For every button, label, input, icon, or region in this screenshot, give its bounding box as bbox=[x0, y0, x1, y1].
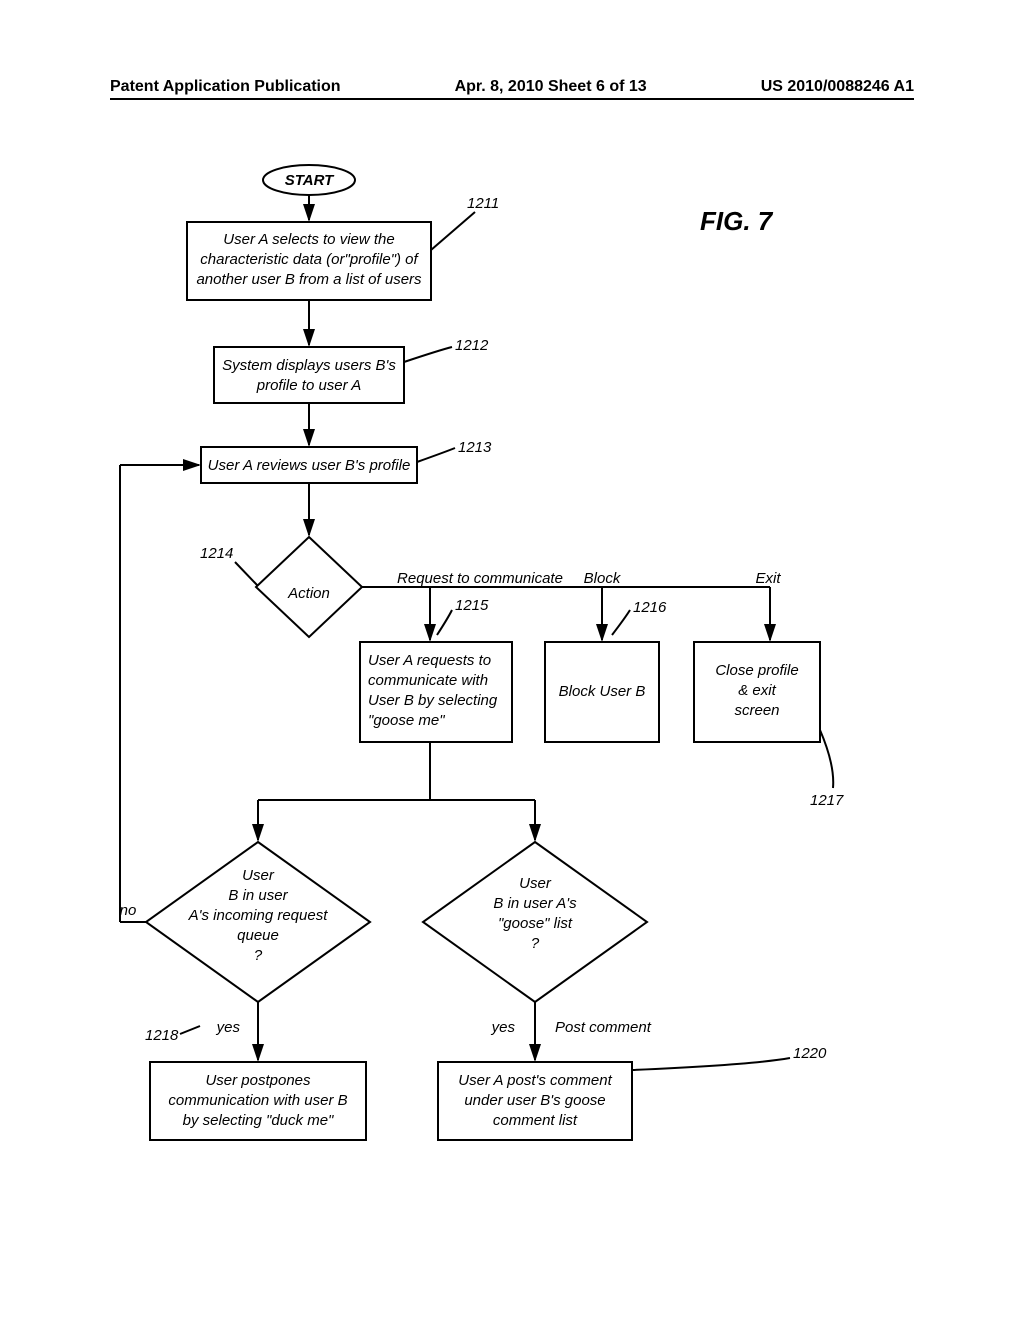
svg-text:queue: queue bbox=[237, 927, 279, 944]
ref-1220: 1220 bbox=[793, 1045, 827, 1062]
flowchart: START User A selects to view the charact… bbox=[0, 140, 1024, 1320]
page-header: Patent Application Publication Apr. 8, 2… bbox=[0, 78, 1024, 96]
node-1212: System displays users B's profile to use… bbox=[214, 347, 404, 403]
svg-text:User A reviews user B's profil: User A reviews user B's profile bbox=[208, 457, 411, 474]
edge-yes2: yes bbox=[491, 1019, 516, 1036]
svg-text:by selecting "duck me": by selecting "duck me" bbox=[183, 1112, 334, 1129]
svg-text:User A requests to: User A requests to bbox=[368, 652, 491, 669]
edge-yes1: yes bbox=[216, 1019, 241, 1036]
svg-text:A's incoming request: A's incoming request bbox=[188, 907, 329, 924]
edge-post: Post comment bbox=[555, 1019, 652, 1036]
edge-no: no bbox=[120, 902, 137, 919]
svg-text:"goose me": "goose me" bbox=[368, 712, 445, 729]
svg-text:communication with user B: communication with user B bbox=[168, 1092, 347, 1109]
ref-1216: 1216 bbox=[633, 599, 667, 616]
header-rule bbox=[110, 98, 914, 100]
node-1215: User A requests to communicate with User… bbox=[360, 642, 512, 742]
svg-text:characteristic data (or"profil: characteristic data (or"profile") of bbox=[200, 251, 419, 268]
ref-1217: 1217 bbox=[810, 792, 844, 809]
svg-text:User: User bbox=[519, 875, 552, 892]
node-duck: User postpones communication with user B… bbox=[150, 1062, 366, 1140]
svg-text:?: ? bbox=[531, 935, 540, 952]
svg-text:& exit: & exit bbox=[738, 682, 776, 699]
svg-text:another user B from a list of: another user B from a list of users bbox=[196, 271, 422, 288]
edge-exit: Exit bbox=[755, 570, 781, 587]
svg-text:Block User B: Block User B bbox=[559, 683, 646, 700]
svg-text:User A post's comment: User A post's comment bbox=[458, 1072, 612, 1089]
svg-text:communicate with: communicate with bbox=[368, 672, 488, 689]
header-right: US 2010/0088246 A1 bbox=[761, 78, 914, 96]
node-1214-action: Action bbox=[256, 537, 362, 637]
ref-1212: 1212 bbox=[455, 337, 489, 354]
svg-text:"goose" list: "goose" list bbox=[498, 915, 573, 932]
svg-text:User A selects to view the: User A selects to view the bbox=[223, 231, 394, 248]
svg-text:User: User bbox=[242, 867, 275, 884]
node-1213: User A reviews user B's profile bbox=[201, 447, 417, 483]
svg-text:System displays users B's: System displays users B's bbox=[222, 357, 396, 374]
node-1218-decision: User B in user A's incoming request queu… bbox=[146, 842, 370, 1002]
svg-text:User B by selecting: User B by selecting bbox=[368, 692, 498, 709]
node-1211: User A selects to view the characteristi… bbox=[187, 222, 431, 300]
svg-text:?: ? bbox=[254, 947, 263, 964]
svg-text:screen: screen bbox=[734, 702, 779, 719]
figure-label: FIG. 7 bbox=[700, 206, 774, 236]
node-1217: Close profile & exit screen bbox=[694, 642, 820, 742]
header-center: Apr. 8, 2010 Sheet 6 of 13 bbox=[455, 78, 647, 96]
header-left: Patent Application Publication bbox=[110, 78, 341, 96]
svg-text:Close profile: Close profile bbox=[715, 662, 798, 679]
svg-text:User postpones: User postpones bbox=[205, 1072, 311, 1089]
svg-text:B in user A's: B in user A's bbox=[493, 895, 577, 912]
svg-text:Action: Action bbox=[287, 585, 330, 602]
node-1219-decision: User B in user A's "goose" list ? bbox=[423, 842, 647, 1002]
ref-1214: 1214 bbox=[200, 545, 233, 562]
edge-block: Block bbox=[584, 570, 622, 587]
svg-text:under user B's goose: under user B's goose bbox=[464, 1092, 605, 1109]
edge-request: Request to communicate bbox=[397, 570, 563, 587]
node-1220: User A post's comment under user B's goo… bbox=[438, 1062, 632, 1140]
ref-1211: 1211 bbox=[467, 195, 499, 212]
ref-1213: 1213 bbox=[458, 439, 492, 456]
start-node: START bbox=[263, 165, 355, 195]
node-1216: Block User B bbox=[545, 642, 659, 742]
svg-text:START: START bbox=[285, 172, 335, 189]
svg-text:comment list: comment list bbox=[493, 1112, 578, 1129]
svg-text:B in user: B in user bbox=[228, 887, 288, 904]
ref-1215: 1215 bbox=[455, 597, 489, 614]
svg-text:profile to user A: profile to user A bbox=[256, 377, 362, 394]
ref-1218: 1218 bbox=[145, 1027, 179, 1044]
